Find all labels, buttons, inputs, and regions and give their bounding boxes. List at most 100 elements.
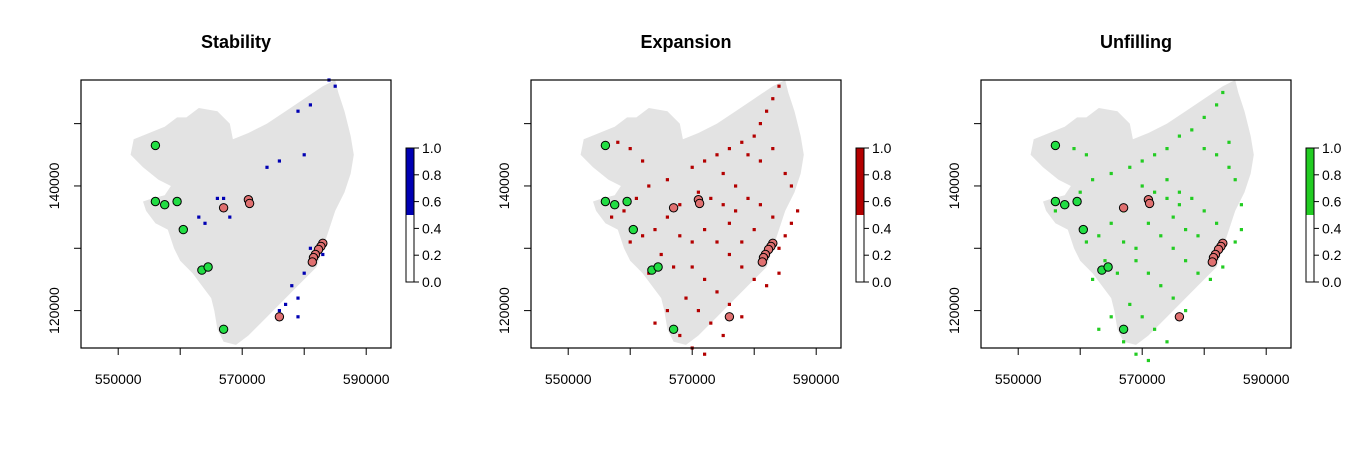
expansion-raster-cell (734, 209, 738, 213)
unfilling-legend-frame (1305, 147, 1315, 283)
expansion-raster-cell (641, 159, 645, 163)
unfilling-raster-cell (1134, 246, 1138, 250)
unfilling-raster-cell (1171, 215, 1175, 219)
expansion-raster-cell (628, 147, 632, 151)
expansion-raster-cell (758, 203, 762, 207)
stability-red-point (244, 198, 255, 209)
stability-raster-cell (228, 215, 232, 219)
expansion-raster-cell (703, 159, 707, 163)
expansion-green-point (622, 196, 632, 207)
unfilling-study-area (1030, 80, 1254, 345)
expansion-raster-cell (789, 184, 793, 188)
unfilling-raster-cell (1239, 228, 1243, 232)
unfilling-legend-colored (1306, 148, 1314, 215)
stability-green-point (218, 324, 229, 334)
expansion-green-point (600, 140, 611, 151)
stability-legend-blank (406, 215, 414, 282)
unfilling-raster-cell (1109, 171, 1113, 176)
unfilling-red-point (1144, 198, 1155, 209)
unfilling-raster-cell (1153, 190, 1157, 194)
unfilling-raster-cell (1146, 358, 1150, 363)
unfilling-raster-cell (1097, 327, 1101, 331)
expansion-raster-cell (703, 277, 707, 281)
stability-green-point (160, 200, 170, 210)
expansion-raster-cell (622, 209, 626, 213)
stability-raster-cell (222, 196, 226, 200)
stability-raster-cell (290, 284, 294, 288)
stability-map-panel: Stability 550000 570000 590000 120000 140000… (46, 32, 442, 387)
expansion-legend-tick-label: 0.6 (872, 194, 892, 210)
unfilling-title: Unfilling (1100, 32, 1172, 52)
unfilling-raster-cell (1239, 203, 1243, 207)
stability-green-point (150, 196, 161, 207)
unfilling-raster-cell (1109, 221, 1113, 225)
unfilling-raster-cell (1091, 277, 1095, 281)
stability-legend-frame (405, 147, 415, 283)
unfilling-raster-cell (1146, 271, 1150, 275)
stability-raster-cell (302, 153, 306, 157)
expansion-raster-cell (678, 203, 682, 207)
expansion-raster-cell (796, 209, 800, 213)
expansion-raster-cell (709, 321, 713, 325)
expansion-green-point (668, 324, 679, 334)
expansion-raster-cell (783, 171, 787, 176)
unfilling-raster-cell (1134, 352, 1138, 356)
stability-raster-cell (308, 103, 312, 107)
unfilling-raster-cell (1171, 296, 1175, 300)
unfilling-raster-cell (1153, 153, 1157, 157)
unfilling-legend-tick-label: 0.4 (1322, 220, 1342, 236)
stability-raster-cell (215, 196, 219, 200)
unfilling-x-tick-label: 570000 (1119, 371, 1166, 387)
stability-legend-tick-label: 1.0 (422, 140, 442, 156)
stability-raster-cell (308, 246, 312, 250)
unfilling-green-point (1118, 324, 1129, 334)
expansion-x-tick-label: 550000 (545, 371, 592, 387)
expansion-raster-cell (696, 190, 700, 194)
expansion-raster-cell (771, 97, 775, 101)
expansion-legend-tick-label: 0.8 (872, 167, 892, 183)
expansion-raster-cell (628, 240, 632, 244)
unfilling-raster-cell (1159, 234, 1163, 238)
unfilling-legend-tick-label: 0.0 (1322, 274, 1342, 290)
expansion-raster-cell (665, 215, 669, 219)
unfilling-raster-cell (1165, 147, 1169, 151)
unfilling-raster-cell (1146, 221, 1150, 225)
expansion-raster-cell (653, 321, 657, 325)
expansion-raster-cell (752, 277, 756, 281)
unfilling-raster-cell (1115, 271, 1119, 275)
expansion-raster-cell (740, 265, 744, 269)
stability-raster-cell (333, 84, 337, 88)
stability-green-point (172, 196, 182, 207)
expansion-map-panel: Expansion 550000 570000 590000 120000 140000… (496, 32, 892, 387)
stability-raster-cell (302, 271, 306, 275)
unfilling-raster-cell (1221, 90, 1225, 95)
unfilling-raster-cell (1128, 302, 1132, 306)
expansion-raster-cell (678, 333, 682, 338)
expansion-raster-cell (678, 234, 682, 238)
stability-plot-frame (80, 79, 392, 349)
stability-legend-tick-label: 0.6 (422, 194, 442, 210)
unfilling-legend-tick-label: 0.2 (1322, 247, 1342, 263)
expansion-raster-cell (746, 196, 750, 200)
unfilling-raster-cell (1196, 234, 1200, 238)
expansion-raster-cell (740, 140, 744, 144)
expansion-raster-cell (789, 221, 793, 225)
unfilling-raster-cell (1084, 153, 1088, 157)
stability-raster-cell (296, 315, 300, 319)
expansion-raster-cell (746, 153, 750, 157)
expansion-plot-frame (530, 79, 842, 349)
unfilling-raster-cell (1202, 147, 1206, 151)
unfilling-raster-cell (1184, 309, 1188, 313)
expansion-raster-cell (709, 196, 713, 200)
unfilling-raster-cell (1140, 184, 1144, 188)
unfilling-raster-cell (1215, 221, 1219, 225)
stability-raster-cell (197, 215, 201, 219)
unfilling-raster-cell (1140, 159, 1144, 163)
unfilling-raster-cell (1140, 315, 1144, 319)
expansion-green-point (628, 224, 638, 235)
unfilling-red-point (1118, 203, 1129, 213)
expansion-raster-cell (703, 228, 707, 232)
stability-legend-colored (406, 148, 414, 215)
expansion-green-point (653, 262, 663, 272)
